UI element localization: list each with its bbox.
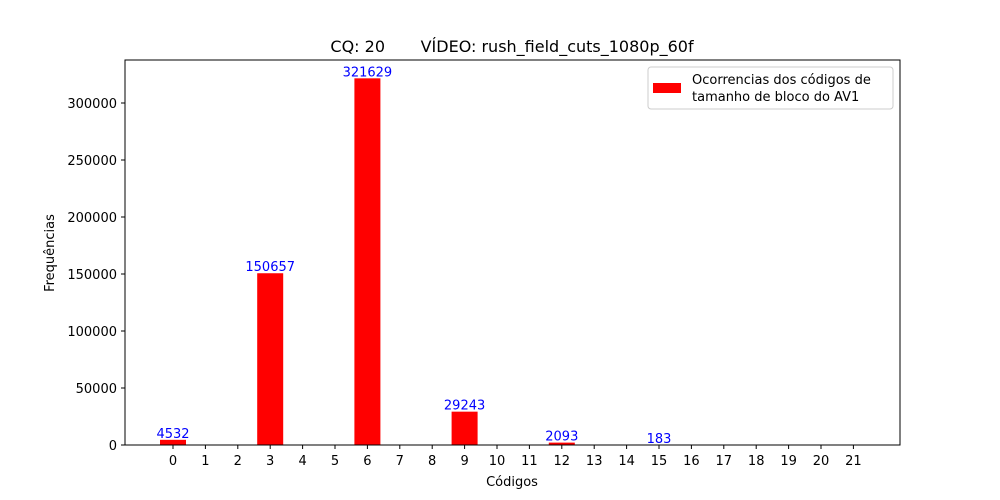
y-tick-label-150000: 150000 [67, 268, 117, 283]
data-label-12: 2093 [545, 430, 578, 445]
x-tick-label-20: 20 [813, 454, 830, 469]
x-tick-label-8: 8 [428, 454, 436, 469]
x-tick-label-12: 12 [554, 454, 571, 469]
x-tick-label-18: 18 [748, 454, 765, 469]
x-tick-label-16: 16 [683, 454, 700, 469]
x-tick-label-6: 6 [363, 454, 371, 469]
x-tick-label-4: 4 [298, 454, 306, 469]
y-tick-label-200000: 200000 [67, 211, 117, 226]
bars-layer [160, 78, 672, 445]
data-label-3: 150657 [245, 260, 295, 275]
data-label-0: 4532 [156, 427, 189, 442]
data-label-15: 183 [647, 432, 672, 447]
x-tick-label-10: 10 [489, 454, 506, 469]
legend: Ocorrencias dos códigos de tamanho de bl… [647, 66, 894, 110]
x-tick-label-13: 13 [586, 454, 603, 469]
legend-label-line-2: tamanho de bloco do AV1 [692, 90, 859, 105]
x-tick-label-19: 19 [780, 454, 797, 469]
bar-12 [548, 442, 575, 445]
legend-swatch [653, 83, 681, 93]
bar-3 [257, 273, 284, 445]
data-label-6: 321629 [343, 65, 393, 80]
data-labels-layer: 4532 150657 321629 29243 2093 183 [156, 65, 671, 446]
x-tick-label-17: 17 [716, 454, 733, 469]
plot-area-frame [124, 59, 901, 446]
x-tick-label-2: 2 [234, 454, 242, 469]
x-tick-label-5: 5 [331, 454, 339, 469]
x-tick-label-21: 21 [845, 454, 862, 469]
y-tick-label-300000: 300000 [67, 97, 117, 112]
x-tick-label-0: 0 [169, 454, 177, 469]
legend-frame [647, 66, 894, 110]
y-tick-label-50000: 50000 [76, 382, 117, 397]
x-axis-ticks: 0 1 2 3 4 5 6 7 8 9 10 11 12 13 14 15 16 17 18 19 20 21 [169, 445, 862, 469]
bar-9 [451, 411, 478, 445]
bar-6 [354, 78, 381, 445]
x-tick-label-11: 11 [521, 454, 538, 469]
y-tick-label-0: 0 [109, 439, 117, 454]
bar-0 [160, 439, 186, 445]
data-label-9: 29243 [444, 399, 485, 414]
chart-title: CQ: 20 VÍDEO: rush_field_cuts_1080p_60f [330, 37, 694, 57]
x-tick-label-7: 7 [396, 454, 404, 469]
y-axis-label: Frequências [43, 214, 58, 292]
x-tick-label-9: 9 [460, 454, 468, 469]
y-axis-ticks: 0 50000 100000 150000 200000 250000 300000 [67, 97, 125, 454]
x-tick-label-14: 14 [618, 454, 635, 469]
y-tick-label-100000: 100000 [67, 325, 117, 340]
legend-label-line-1: Ocorrencias dos códigos de [692, 73, 871, 88]
x-axis-label: Códigos [486, 475, 538, 490]
x-tick-label-1: 1 [201, 454, 209, 469]
x-tick-label-3: 3 [266, 454, 274, 469]
x-tick-label-15: 15 [651, 454, 668, 469]
y-tick-label-250000: 250000 [67, 154, 117, 169]
